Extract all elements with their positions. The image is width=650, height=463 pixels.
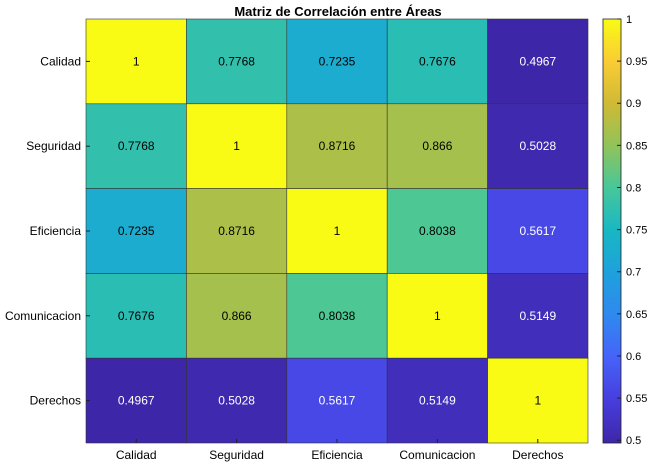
colorbar-tick-label: 0.6: [626, 351, 641, 363]
colorbar-tick-label: 0.9: [626, 98, 641, 110]
cell-value-label: 0.5149: [419, 394, 456, 408]
x-tick-label: Seguridad: [209, 448, 264, 462]
cell-value-label: 0.5617: [319, 394, 356, 408]
cell-value-label: 0.866: [422, 139, 452, 153]
heatmap-cell: [186, 273, 288, 359]
cell-value-label: 0.7768: [118, 139, 155, 153]
colorbar: 0.5 0.55 0.6 0.65 0.7 0.75 0.8 0.85 0.9 0.95 1: [602, 14, 647, 447]
heatmap-cell: [487, 18, 589, 105]
colorbar-tick-label: 0.7: [626, 267, 641, 279]
cell-value-label: 1: [334, 224, 341, 238]
heatmap-cell: [386, 188, 488, 274]
cell-value-label: 0.8716: [319, 139, 356, 153]
heatmap-cell: [186, 103, 288, 189]
heatmap-cell: [286, 273, 388, 359]
cell-value-label: 0.4967: [519, 54, 556, 68]
x-tick-label: Comunicacion: [399, 448, 475, 462]
cell-value-label: 0.8038: [419, 224, 456, 238]
colorbar-gradient: [602, 18, 622, 444]
cell-value-label: 0.5149: [519, 309, 556, 323]
heatmap-cell: [286, 357, 388, 444]
heatmap-cell: [186, 18, 288, 105]
heatmap-cell: [85, 18, 187, 105]
heatmap-cell: [487, 273, 589, 359]
cell-value-label: 0.4967: [118, 394, 155, 408]
colorbar-tick-label: 0.85: [626, 140, 647, 152]
cell-value-label: 1: [233, 139, 240, 153]
cell-value-label: 1: [434, 309, 441, 323]
colorbar-tick-label: 0.75: [626, 225, 647, 237]
heatmap-cell: [85, 357, 187, 444]
heatmap-cell: [487, 357, 589, 444]
heatmap-cell: [286, 103, 388, 189]
colorbar-tick-label: 0.65: [626, 309, 647, 321]
cell-value-label: 0.5028: [218, 394, 255, 408]
cell-value-label: 0.7235: [118, 224, 155, 238]
colorbar-tick-label: 0.95: [626, 56, 647, 68]
cell-value-label: 0.8716: [218, 224, 255, 238]
cell-value-label: 0.5617: [519, 224, 556, 238]
y-tick-label: Seguridad: [26, 139, 81, 153]
cell-value-label: 0.7235: [319, 54, 356, 68]
cell-value-label: 0.866: [222, 309, 252, 323]
heatmap-cells: 1 0.7768 0.7235 0.7676 0.4967 0.7768 1 0.8716 0.…: [85, 18, 589, 444]
x-tick-label: Derechos: [512, 448, 563, 462]
y-axis-tick-labels: Calidad Seguridad Eficiencia Comunicacion De…: [5, 54, 90, 408]
cell-value-label: 0.8038: [319, 309, 356, 323]
heatmap-cell: [386, 18, 488, 105]
cell-value-label: 0.7676: [118, 309, 155, 323]
cell-value-label: 0.7676: [419, 54, 456, 68]
colorbar-tick-label: 0.8: [626, 182, 641, 194]
heatmap-cell: [286, 188, 388, 274]
heatmap-cell: [487, 103, 589, 189]
cell-value-label: 0.7768: [218, 54, 255, 68]
x-tick-label: Calidad: [116, 448, 157, 462]
cell-value-label: 1: [534, 394, 541, 408]
heatmap-cell: [487, 188, 589, 274]
heatmap-cell: [286, 18, 388, 105]
x-axis-tick-labels: Calidad Seguridad Eficiencia Comunicacion De…: [116, 439, 563, 462]
colorbar-tick-label: 0.55: [626, 393, 647, 405]
colorbar-tick-label: 0.5: [626, 435, 641, 447]
y-tick-label: Calidad: [40, 54, 81, 68]
colorbar-tick-label: 1: [626, 14, 632, 26]
heatmap-cell: [85, 103, 187, 189]
heatmap-cell: [386, 273, 488, 359]
cell-value-label: 1: [133, 54, 140, 68]
x-tick-label: Eficiencia: [311, 448, 363, 462]
cell-value-label: 0.5028: [519, 139, 556, 153]
y-tick-label: Comunicacion: [5, 309, 81, 323]
heatmap-cell: [186, 188, 288, 274]
heatmap-cell: [186, 357, 288, 444]
chart-title: Matriz de Correlación entre Áreas: [234, 4, 441, 19]
y-tick-label: Eficiencia: [30, 224, 82, 238]
y-tick-label: Derechos: [30, 394, 81, 408]
